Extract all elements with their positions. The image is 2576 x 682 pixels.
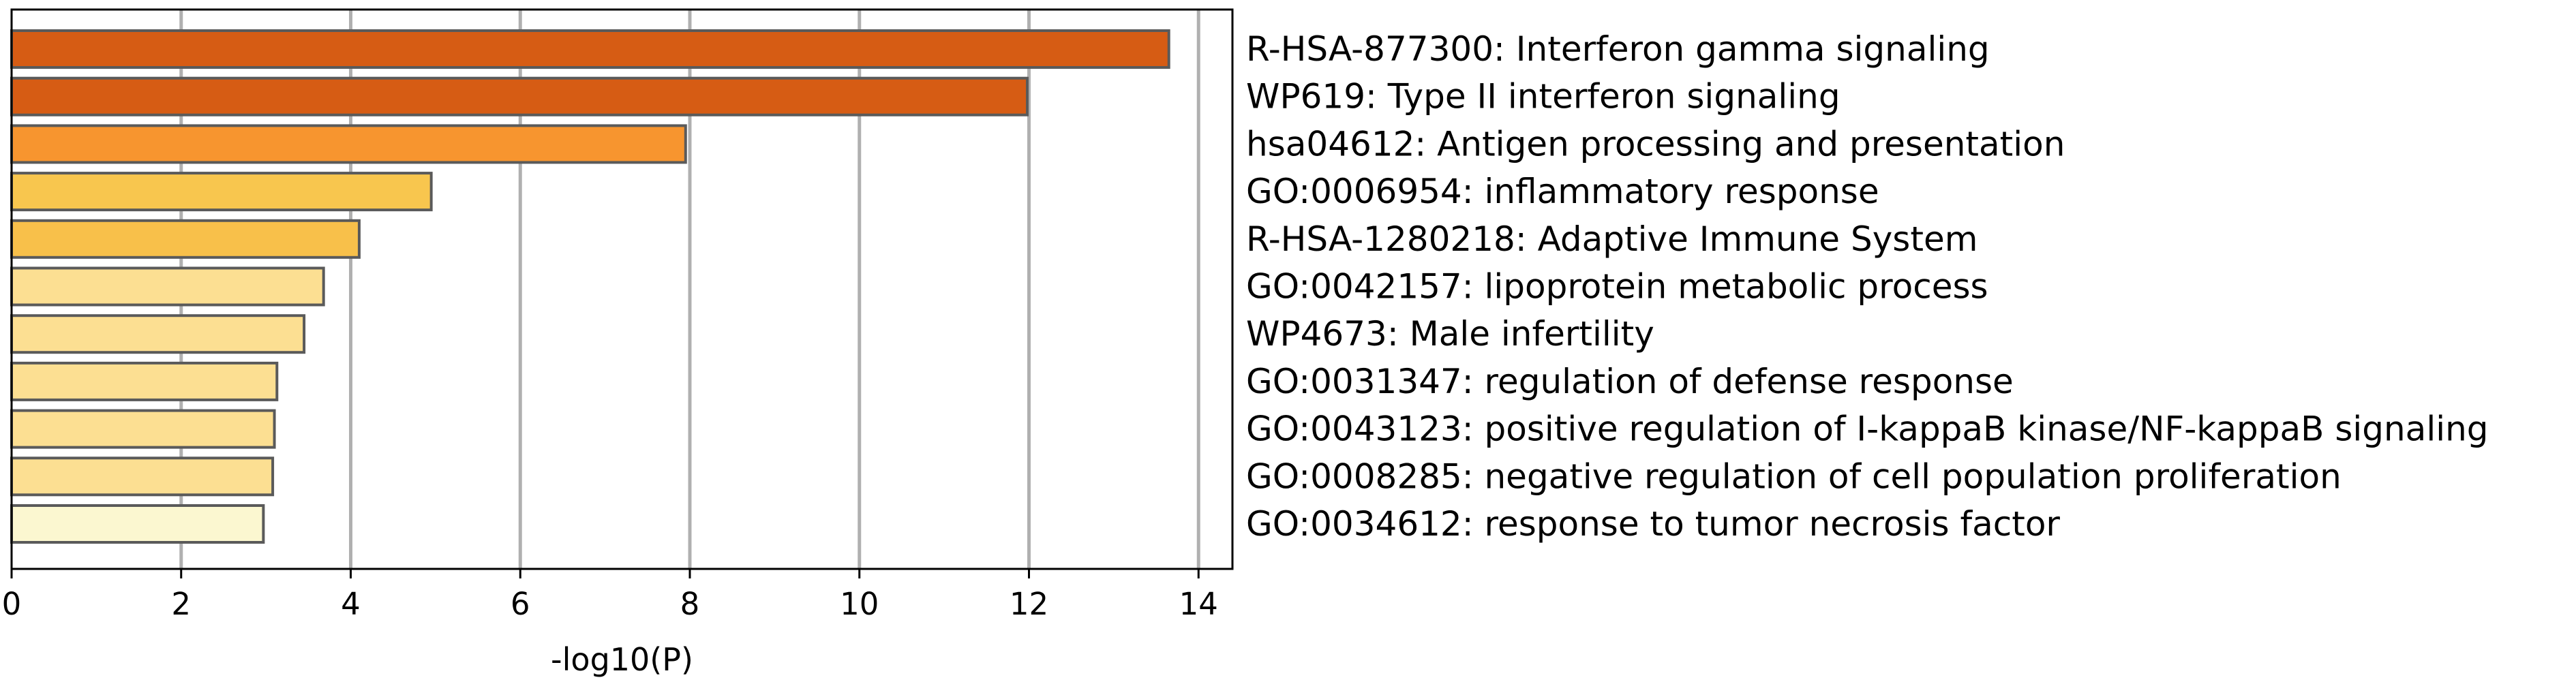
x-tick-label: 14 [1179, 586, 1218, 622]
bar [10, 219, 361, 259]
x-tick-label: 4 [341, 586, 361, 622]
bar [10, 124, 687, 164]
bar [10, 172, 433, 212]
bar [10, 314, 306, 354]
category-label: hsa04612: Antigen processing and present… [1246, 124, 2065, 164]
x-tick-label: 10 [840, 586, 879, 622]
x-tick-label: 2 [171, 586, 191, 622]
bar [10, 76, 1029, 117]
category-label: GO:0042157: lipoprotein metabolic proces… [1246, 267, 1988, 307]
x-tick-label: 12 [1010, 586, 1048, 622]
bar [10, 504, 265, 544]
x-axis-ticks: 0 2 4 6 8 10 12 14 [2, 569, 1218, 622]
bar [10, 266, 325, 307]
bars [10, 29, 1170, 544]
category-label: GO:0043123: positive regulation of I-kap… [1246, 409, 2489, 449]
category-label: R-HSA-1280218: Adaptive Immune System [1246, 219, 1978, 259]
x-tick-label: 8 [680, 586, 700, 622]
category-label: R-HSA-877300: Interferon gamma signaling [1246, 29, 1990, 69]
category-label: WP4673: Male infertility [1246, 314, 1654, 354]
bar [10, 29, 1170, 69]
category-label: GO:0006954: inflammatory response [1246, 172, 1879, 211]
x-axis-label: -log10(P) [551, 641, 693, 678]
x-tick-label: 6 [511, 586, 530, 622]
bar [10, 456, 275, 497]
bar [10, 409, 276, 449]
category-label: GO:0034612: response to tumor necrosis f… [1246, 504, 2060, 544]
bar [10, 361, 279, 401]
category-label: GO:0031347: regulation of defense respon… [1246, 362, 2014, 401]
category-labels: R-HSA-877300: Interferon gamma signaling… [1246, 29, 2489, 544]
category-label: WP619: Type II interferon signaling [1246, 77, 1840, 117]
x-tick-label: 0 [2, 586, 22, 622]
plot-frame [10, 8, 1234, 570]
category-label: GO:0008285: negative regulation of cell … [1246, 456, 2342, 496]
